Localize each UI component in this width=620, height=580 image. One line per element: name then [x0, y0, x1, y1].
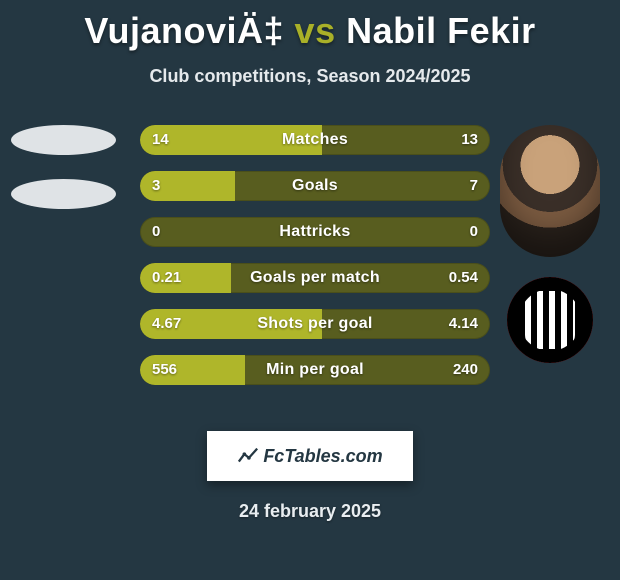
stat-label: Hattricks: [140, 217, 490, 247]
brand-text: FcTables.com: [263, 446, 382, 467]
left-player-column: [8, 125, 118, 233]
stat-value-right: 4.14: [449, 309, 478, 339]
player2-club-badge: [507, 277, 593, 363]
stat-value-right: 0: [470, 217, 478, 247]
vs-text: vs: [295, 10, 336, 51]
stat-bar: 0Hattricks0: [140, 217, 490, 247]
brand-tag: FcTables.com: [207, 431, 413, 481]
player1-name: VujanoviÄ‡: [84, 10, 284, 51]
stat-value-right: 13: [461, 125, 478, 155]
subtitle: Club competitions, Season 2024/2025: [0, 66, 620, 87]
stat-label: Shots per goal: [140, 309, 490, 339]
stat-bar: 556Min per goal240: [140, 355, 490, 385]
comparison-title: VujanoviÄ‡ vs Nabil Fekir: [0, 0, 620, 52]
player2-name: Nabil Fekir: [346, 10, 536, 51]
right-player-column: [500, 125, 600, 363]
stat-value-right: 240: [453, 355, 478, 385]
stat-label: Goals per match: [140, 263, 490, 293]
stat-label: Min per goal: [140, 355, 490, 385]
comparison-zone: 14Matches13 3Goals7 0Hattricks0 0.21Goals p…: [0, 125, 620, 413]
stat-bar: 14Matches13: [140, 125, 490, 155]
stat-label: Goals: [140, 171, 490, 201]
player2-photo: [500, 125, 600, 257]
stat-bar: 4.67Shots per goal4.14: [140, 309, 490, 339]
brand-icon: [237, 445, 259, 467]
date-line: 24 february 2025: [0, 501, 620, 522]
stat-label: Matches: [140, 125, 490, 155]
player1-club-placeholder: [11, 179, 116, 209]
stat-bars-column: 14Matches13 3Goals7 0Hattricks0 0.21Goals p…: [140, 125, 490, 401]
stat-value-right: 0.54: [449, 263, 478, 293]
player1-photo-placeholder: [11, 125, 116, 155]
stat-value-right: 7: [470, 171, 478, 201]
stat-bar: 3Goals7: [140, 171, 490, 201]
stat-bar: 0.21Goals per match0.54: [140, 263, 490, 293]
